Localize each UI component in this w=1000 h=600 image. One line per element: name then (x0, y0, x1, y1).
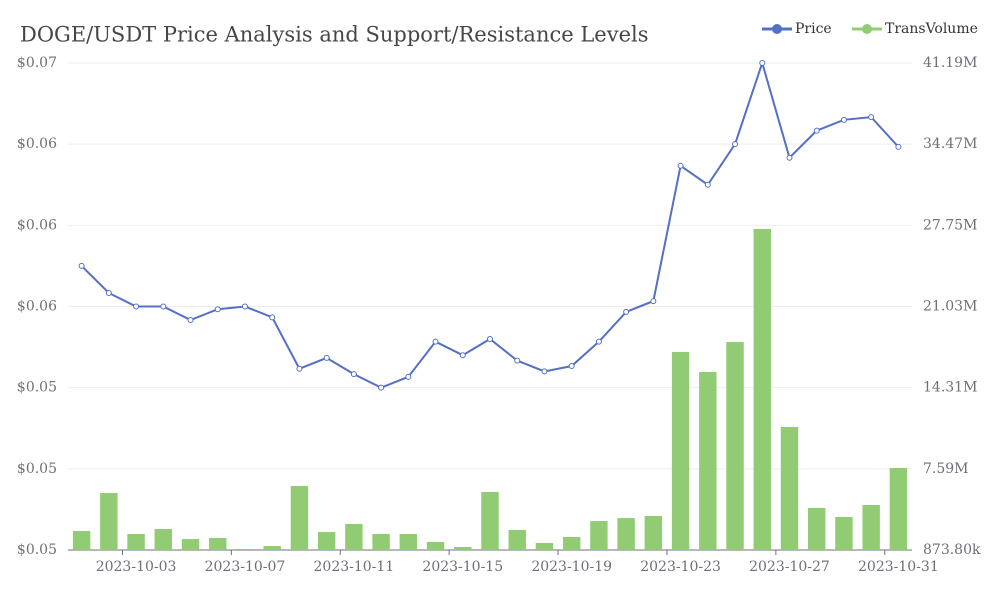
legend-icon-dot (862, 24, 872, 34)
y2-tick-label: 41.19M (923, 55, 977, 71)
bar (862, 504, 880, 550)
y2-tick-label: 21.03M (923, 299, 977, 315)
price-point (269, 314, 276, 321)
legend-icon-dot (772, 24, 782, 34)
y2-tick-label: 27.75M (923, 217, 977, 233)
y-tick-label: $0.06 (17, 136, 57, 152)
price-point (595, 338, 602, 345)
price-point (895, 143, 902, 150)
price-point (78, 262, 85, 269)
x-tick-label: 2023-10-11 (314, 559, 395, 575)
bar (236, 548, 254, 550)
price-point (133, 303, 140, 310)
x-tick-label: 2023-10-15 (422, 559, 503, 575)
bar (100, 493, 118, 550)
bar (753, 228, 771, 551)
price-point (704, 181, 711, 188)
bar (807, 508, 826, 550)
price-point (677, 162, 684, 169)
x-tick-label: 2023-10-31 (858, 559, 939, 575)
bar (889, 468, 908, 550)
bar (508, 529, 526, 550)
bar (617, 518, 635, 550)
price-point (868, 114, 875, 121)
y-tick-label: $0.06 (17, 217, 57, 233)
y-tick-label: $0.06 (17, 299, 57, 315)
bar (726, 342, 744, 550)
price-point (160, 303, 167, 310)
bar (345, 523, 363, 550)
price-point (187, 317, 194, 324)
bar (835, 516, 853, 550)
bar (399, 533, 418, 550)
y2-tick-label: 873.80k (923, 542, 981, 558)
price-point (568, 363, 575, 370)
price-point (405, 373, 412, 380)
bar (317, 532, 336, 550)
bar (590, 521, 608, 550)
y-tick-label: $0.05 (17, 380, 57, 396)
price-point (296, 365, 303, 372)
bar (562, 537, 581, 550)
bar (209, 537, 227, 550)
x-tick-label: 2023-10-23 (640, 559, 721, 575)
price-point (432, 338, 439, 345)
bar (454, 547, 472, 550)
y2-tick-label: 34.47M (923, 136, 977, 152)
price-point (459, 352, 466, 359)
x-tick-label: 2023-10-03 (96, 559, 177, 575)
chart-title: DOGE/USDT Price Analysis and Support/Res… (20, 23, 649, 47)
x-tick-label: 2023-10-07 (205, 559, 286, 575)
y-tick-label: $0.05 (17, 461, 57, 477)
bar (372, 533, 390, 550)
y-tick-label: $0.07 (17, 55, 57, 71)
price-point (840, 116, 847, 123)
price-point (759, 60, 766, 66)
legend-label: Price (795, 21, 832, 37)
bar (181, 539, 200, 550)
price-point (732, 141, 739, 148)
y2-tick-label: 14.31M (923, 380, 977, 396)
bar (290, 486, 309, 550)
price-point (487, 335, 493, 342)
price-point (323, 354, 330, 361)
bar (263, 546, 281, 550)
bar (644, 515, 663, 550)
bar (154, 529, 173, 550)
price-point (541, 368, 548, 375)
bar (426, 541, 445, 550)
bar (72, 530, 91, 550)
x-tick-label: 2023-10-19 (531, 559, 612, 575)
bar (699, 371, 717, 550)
x-tick-label: 2023-10-27 (749, 559, 830, 575)
price-point (813, 127, 820, 134)
y-tick-label: $0.05 (17, 542, 57, 558)
price-point (650, 298, 657, 305)
bar (127, 533, 145, 550)
bar (481, 491, 499, 550)
price-point (623, 308, 630, 315)
price-point (241, 303, 248, 310)
price-point (786, 154, 793, 161)
bar (780, 426, 799, 550)
legend-label: TransVolume (885, 21, 978, 37)
bar (535, 543, 554, 550)
price-point (214, 306, 221, 313)
price-point (378, 384, 385, 391)
bar (671, 351, 690, 550)
price-point (350, 371, 357, 378)
price-point (105, 289, 112, 296)
y2-tick-label: 7.59M (923, 461, 969, 477)
price-point (514, 357, 521, 364)
